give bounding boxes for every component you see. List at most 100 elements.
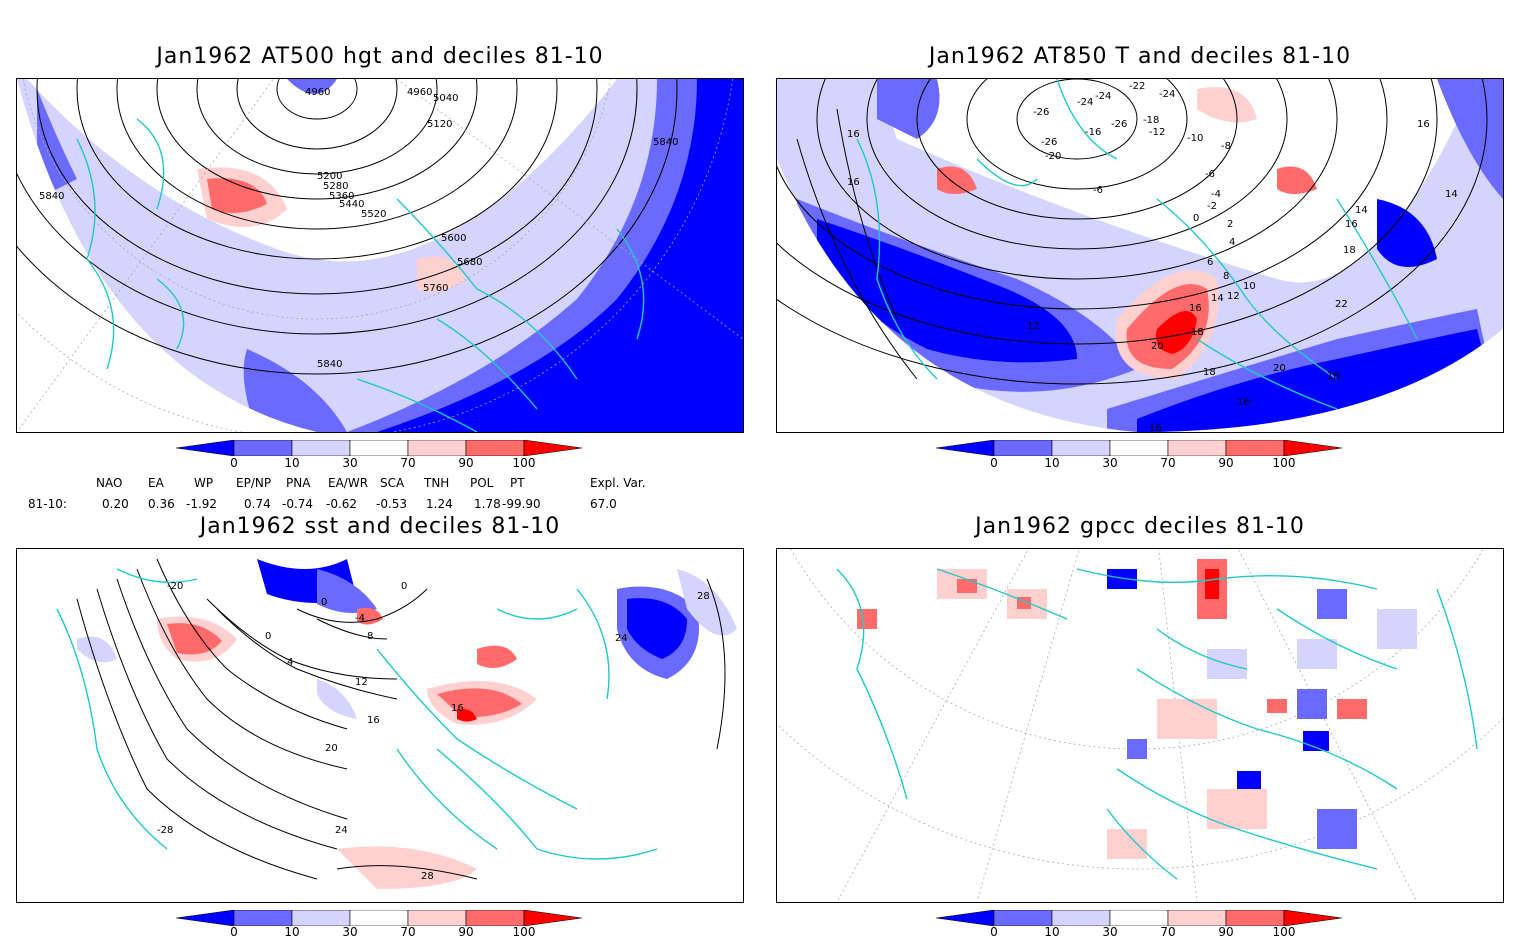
colorbar-extension-high (1283, 439, 1343, 457)
colorbar-tick: 100 (512, 925, 536, 939)
index-value: 0.74 (244, 497, 271, 511)
contour-label: 20 (1273, 363, 1286, 374)
colorbar-segment (465, 439, 525, 457)
contour-label: 4960 (305, 87, 330, 98)
contour-label: -6 (1205, 169, 1215, 180)
colorbar-segment (1167, 909, 1227, 927)
contour-label: -24 (1159, 89, 1175, 100)
colorbar-tick: 90 (1218, 456, 1234, 470)
contour-label: -28 (157, 825, 173, 836)
index-row-label: 81-10: (28, 497, 67, 511)
contour-label: 22 (1335, 299, 1348, 310)
contour-label: 0 (401, 581, 407, 592)
contour-label: -18 (1143, 115, 1159, 126)
contour-label: 28 (697, 591, 710, 602)
contour-label: 5520 (361, 209, 386, 220)
colorbar-tick: 70 (400, 456, 416, 470)
colorbar-tick: 90 (458, 925, 474, 939)
contour-label: 24 (615, 633, 628, 644)
contour-label: 5840 (653, 137, 678, 148)
contour-label: 20 (1151, 341, 1164, 352)
index-header: EA (148, 476, 164, 490)
colorbar-segment (993, 909, 1053, 927)
contour-label: 5120 (427, 119, 452, 130)
contour-label: 16 (847, 177, 860, 188)
index-header: WP (194, 476, 214, 490)
contour-label: 16 (1417, 119, 1430, 130)
colorbar-tick: 30 (1102, 925, 1118, 939)
index-header: EA/WR (328, 476, 369, 490)
colorbar-segment (1051, 909, 1111, 927)
contour-label: -26 (1041, 137, 1057, 148)
contour-label: 8 (1223, 271, 1229, 282)
colorbar-tick: 0 (230, 456, 238, 470)
colorbar-tick: 30 (1102, 456, 1118, 470)
index-value: -0.62 (326, 497, 358, 511)
index-value: 1.78 (474, 497, 501, 511)
colorbar-tick: 100 (512, 456, 536, 470)
contour-label: 2 (1227, 219, 1233, 230)
contour-label: 10 (1243, 281, 1256, 292)
contour-label: 18 (1327, 371, 1340, 382)
colorbar-tick: 0 (230, 925, 238, 939)
colorbar-tick: 0 (990, 456, 998, 470)
colorbar-extension-low (175, 909, 235, 927)
contour-label: -6 (1093, 185, 1103, 196)
colorbar-segment (1167, 439, 1227, 457)
contour-label: 28 (421, 871, 434, 882)
contour-label: 12 (1227, 291, 1240, 302)
contour-label: 14 (1355, 205, 1368, 216)
contour-label: 12 (1027, 321, 1040, 332)
contour-label: -24 (1077, 97, 1093, 108)
index-value: -99.90 (502, 497, 541, 511)
index-value: -1.92 (186, 497, 218, 511)
colorbar-extension-low (935, 909, 995, 927)
contour-label: 16 (1345, 219, 1358, 230)
colorbar-tick: 70 (1160, 925, 1176, 939)
panel-title-t850: Jan1962 AT850 T and deciles 81-10 (928, 44, 1352, 69)
colorbar-tick: 10 (1044, 456, 1060, 470)
contour-label: 6 (1207, 257, 1213, 268)
colorbar-tick: 100 (1272, 456, 1296, 470)
contour-label: 0 (321, 597, 327, 608)
contour-label: 18 (1343, 245, 1356, 256)
colorbar-tick: 100 (1272, 925, 1296, 939)
contour-label: -22 (1129, 81, 1145, 92)
contour-label: -4 (355, 613, 365, 624)
colorbar-t850: 0 10 30 70 90 100 (935, 439, 1346, 476)
contour-label: 12 (355, 677, 368, 688)
contour-label: -4 (1211, 189, 1221, 200)
index-value: 67.0 (590, 497, 617, 511)
colorbar-tick: 30 (342, 456, 358, 470)
index-value: -0.74 (282, 497, 314, 511)
colorbar-segment (1109, 909, 1169, 927)
contour-label: -26 (1111, 119, 1127, 130)
contour-label: 14 (1445, 189, 1458, 200)
contour-label: 16 (1237, 397, 1250, 408)
contour-label: 16 (1189, 303, 1202, 314)
contour-label: -10 (1187, 133, 1203, 144)
index-header: PT (510, 476, 525, 490)
contour-label: -20 (167, 581, 183, 592)
colorbar-segment (407, 439, 467, 457)
contour-label: 4960 (407, 87, 432, 98)
index-header: TNH (424, 476, 450, 490)
index-value: 0.36 (148, 497, 175, 511)
map-panel-sst: -20 0 0 0 -4 4 8 12 16 16 20 24 24 28 -2… (16, 548, 744, 903)
contour-label: 5600 (441, 233, 466, 244)
colorbar-hgt: 0 10 30 70 90 100 (175, 439, 586, 476)
colorbar-tick: 30 (342, 925, 358, 939)
contour-label: -26 (1033, 107, 1049, 118)
colorbar-tick: 90 (1218, 925, 1234, 939)
contour-label: 0 (265, 631, 271, 642)
colorbar-extension-low (935, 439, 995, 457)
colorbar-extension-high (1283, 909, 1343, 927)
map-panel-gpcc (776, 548, 1504, 903)
contour-label: -12 (1149, 127, 1165, 138)
contour-label: 18 (1203, 367, 1216, 378)
colorbar-segment (291, 909, 351, 927)
contour-label: -24 (1095, 91, 1111, 102)
contour-label: 5280 (323, 181, 348, 192)
map-panel-hgt: 4960 5040 4960 5120 5200 5280 5360 5440 … (16, 78, 744, 433)
index-value: -0.53 (376, 497, 408, 511)
